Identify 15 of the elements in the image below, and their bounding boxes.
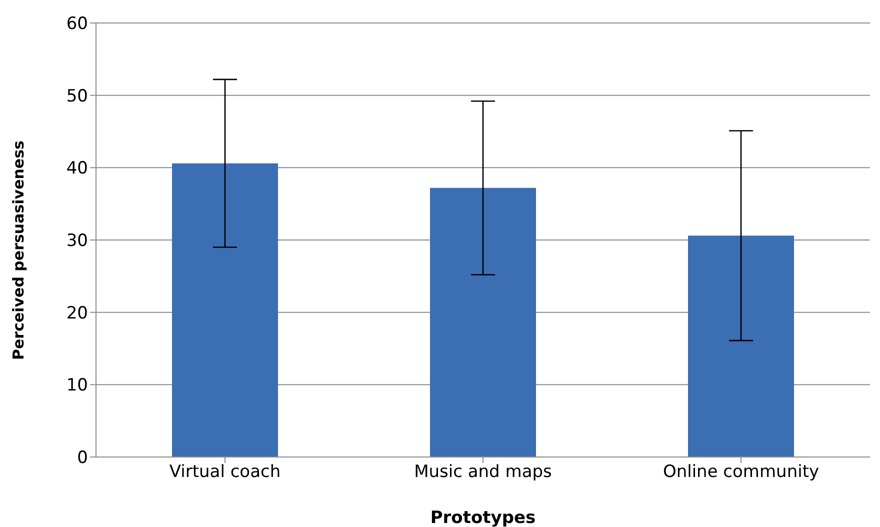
bar xyxy=(430,188,536,457)
y-tick-label: 10 xyxy=(66,376,88,396)
x-tick-label: Online community xyxy=(662,462,820,482)
bar xyxy=(688,236,794,457)
y-tick-label: 30 xyxy=(66,231,88,252)
y-tick-label: 0 xyxy=(77,448,88,468)
x-tick-label: Music and maps xyxy=(414,462,552,482)
y-tick-label: 60 xyxy=(66,14,88,34)
y-tick-label: 40 xyxy=(66,158,88,179)
y-tick-label: 50 xyxy=(66,86,88,106)
bar xyxy=(172,163,278,457)
y-tick-label: 20 xyxy=(66,303,88,324)
y-axis-title: Perceived persuasiveness xyxy=(9,140,28,360)
x-axis-title: Prototypes xyxy=(430,508,536,527)
x-tick-label: Virtual coach xyxy=(169,462,281,482)
